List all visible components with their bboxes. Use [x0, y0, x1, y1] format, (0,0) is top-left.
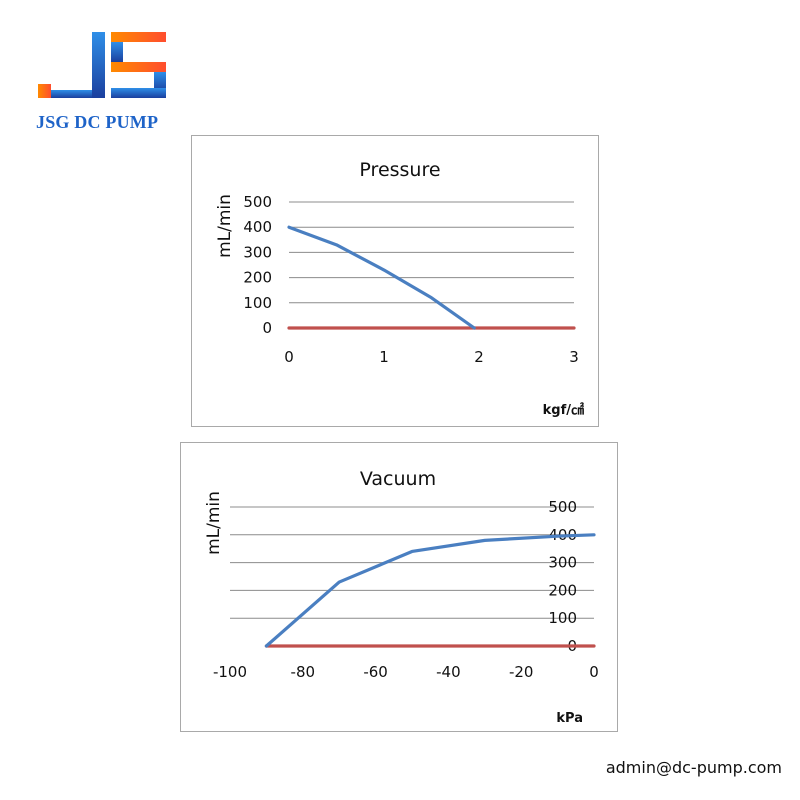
- pressure-x-tick-label: 1: [379, 348, 389, 366]
- pressure-y-axis-label: mL/min: [215, 194, 235, 258]
- vacuum-x-tick-label: 0: [589, 663, 599, 681]
- vacuum-chart-title: Vacuum: [360, 468, 436, 490]
- contact-email: admin@dc-pump.com: [605, 758, 782, 777]
- pressure-x-tick-label: 2: [474, 348, 484, 366]
- vacuum-x-tick-label: -100: [213, 663, 247, 681]
- vacuum-x-tick-label: -60: [363, 663, 388, 681]
- pressure-y-tick-label: 100: [243, 294, 272, 312]
- vacuum-y-tick-label: 100: [548, 609, 577, 627]
- pressure-y-tick-label: 200: [243, 269, 272, 287]
- pressure-y-tick-label: 500: [243, 193, 272, 211]
- vacuum-x-tick-label: -20: [509, 663, 534, 681]
- pressure-x-tick-label: 0: [284, 348, 294, 366]
- vacuum-x-axis-label: kPa: [556, 711, 583, 726]
- vacuum-x-tick-label: -80: [291, 663, 316, 681]
- vacuum-x-tick-label: -40: [436, 663, 461, 681]
- brand-name: JSG DC PUMP: [36, 112, 159, 132]
- vacuum-y-tick-label: 200: [548, 581, 577, 599]
- pressure-y-tick-label: 0: [262, 319, 272, 337]
- logo-icon: [38, 32, 166, 98]
- pressure-chart-title: Pressure: [359, 159, 440, 181]
- pressure-x-tick-label: 3: [569, 348, 579, 366]
- pressure-chart-plot: Pressure 0 100 200 300 400 500 0 1 2 3 mL/min kgf/㎠: [215, 159, 584, 418]
- vacuum-y-tick-label: 500: [548, 498, 577, 516]
- vacuum-chart: Vacuum 0 100 200 300 400 500 -100 -80 -60 -40 -20 0 m…: [180, 442, 618, 732]
- pressure-y-tick-label: 400: [243, 218, 272, 236]
- pressure-chart: Pressure 0 100 200 300 400 500 0 1 2 3 mL/min kgf/㎠: [191, 135, 599, 427]
- pressure-series-line-0: [287, 225, 476, 330]
- vacuum-y-axis-label: mL/min: [204, 491, 224, 555]
- vacuum-y-tick-label: 300: [548, 554, 577, 572]
- pressure-y-tick-label: 300: [243, 243, 272, 261]
- vacuum-series-line-0: [264, 533, 596, 648]
- pressure-x-axis-label: kgf/㎠: [543, 402, 584, 418]
